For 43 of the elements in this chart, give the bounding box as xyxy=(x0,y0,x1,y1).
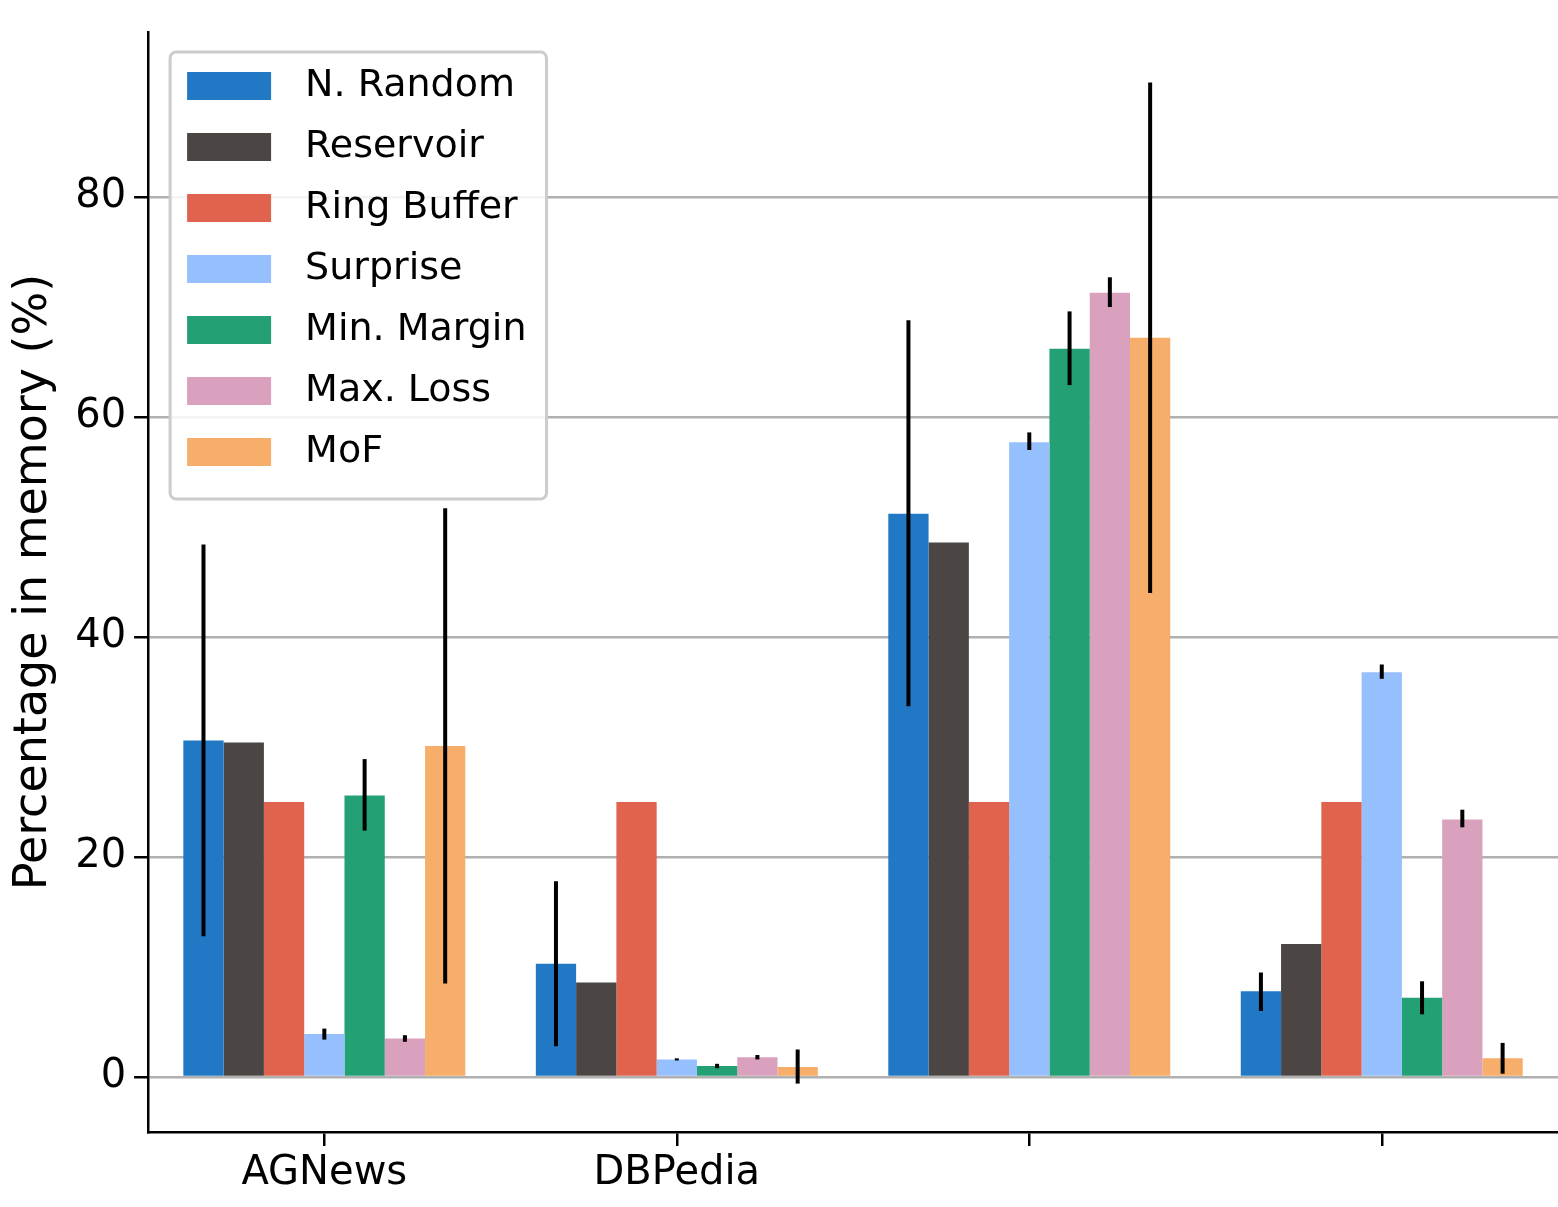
legend-label: Reservoir xyxy=(305,121,485,166)
x-tick-label: DBPedia xyxy=(593,1147,761,1194)
x-tick-label: AGNews xyxy=(241,1147,408,1194)
bar xyxy=(777,1067,818,1076)
bar xyxy=(1129,337,1171,1076)
legend-label: Surprise xyxy=(305,243,463,288)
y-tick-label: 60 xyxy=(75,390,127,437)
bar xyxy=(1482,1058,1523,1076)
bar xyxy=(1089,292,1130,1076)
bar xyxy=(888,513,929,1076)
y-tick-label: 40 xyxy=(75,610,127,657)
y-tick-label: 20 xyxy=(75,830,127,877)
bar xyxy=(1442,819,1483,1076)
bar xyxy=(425,745,466,1076)
bar xyxy=(737,1057,778,1076)
bar xyxy=(928,542,969,1076)
bar xyxy=(1361,672,1402,1076)
bar xyxy=(968,802,1010,1076)
y-axis-title: Percentage in memory (%) xyxy=(2,273,57,891)
bar xyxy=(1321,802,1362,1076)
bar xyxy=(223,742,264,1076)
y-tick-label: 80 xyxy=(75,170,127,217)
legend-label: MoF xyxy=(305,426,383,471)
bar xyxy=(1281,943,1322,1076)
legend-label: Min. Margin xyxy=(305,304,527,349)
bar xyxy=(1240,991,1282,1076)
bar xyxy=(656,1059,697,1076)
y-tick-label: 0 xyxy=(100,1050,127,1097)
bar xyxy=(344,795,385,1076)
bar xyxy=(616,802,657,1076)
bar xyxy=(263,802,305,1076)
legend-label: Ring Buffer xyxy=(305,182,519,227)
bar xyxy=(304,1034,345,1076)
bar xyxy=(696,1066,738,1076)
legend-label: N. Random xyxy=(305,60,516,105)
bar xyxy=(183,740,224,1076)
bar xyxy=(576,982,617,1076)
legend-label: Max. Loss xyxy=(305,365,492,410)
bar xyxy=(1049,348,1090,1076)
bar xyxy=(535,963,577,1076)
bar xyxy=(1009,442,1050,1076)
bar xyxy=(1401,997,1443,1076)
bar xyxy=(384,1038,426,1076)
